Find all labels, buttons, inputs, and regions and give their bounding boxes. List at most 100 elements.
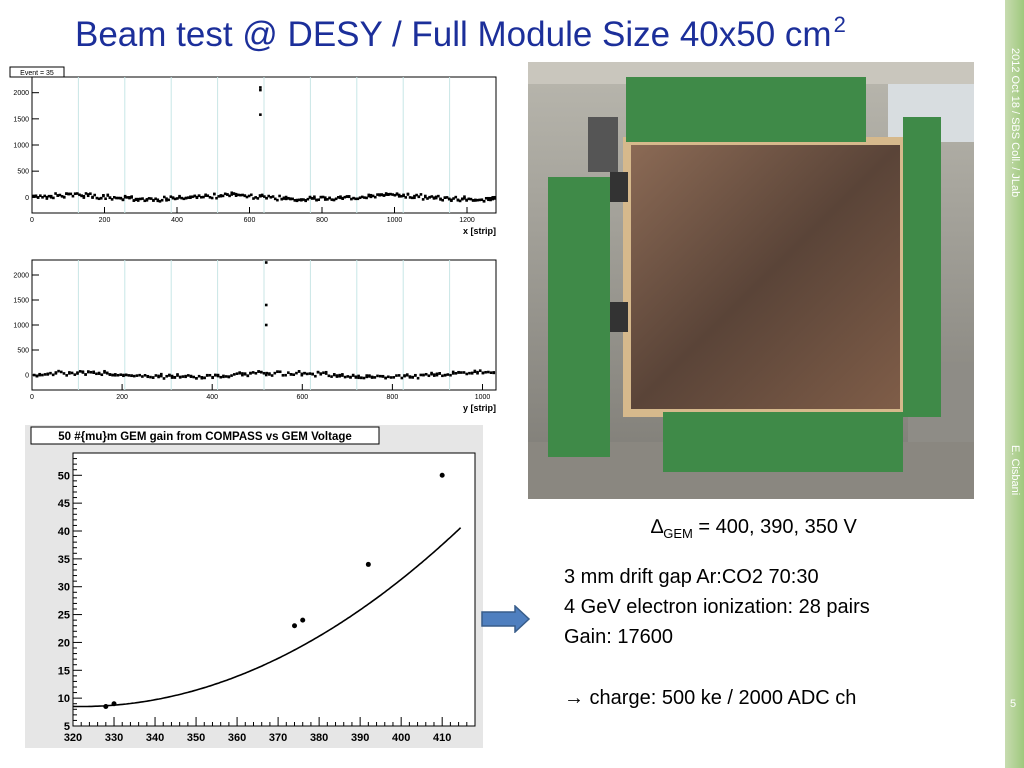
spike-point: [259, 86, 262, 89]
block-arrow-icon: [481, 605, 531, 633]
data-point: [232, 192, 236, 196]
data-point: [189, 375, 193, 378]
plot-frame: [72, 452, 476, 727]
data-point: [141, 197, 144, 200]
data-point: [445, 196, 449, 199]
data-point: [154, 374, 158, 377]
data-point: [387, 375, 390, 379]
data-point: [491, 196, 495, 199]
data-point: [176, 374, 179, 377]
data-point: [232, 373, 236, 376]
data-point: [367, 194, 371, 198]
data-point: [313, 195, 316, 199]
data-point: [352, 196, 355, 200]
data-point: [473, 369, 477, 373]
data-point: [413, 194, 416, 198]
y-tick-label: 0: [25, 195, 29, 202]
x-tick-label: 200: [99, 217, 111, 224]
data-point: [322, 371, 325, 375]
data-point: [80, 194, 83, 198]
data-point: [491, 197, 495, 201]
data-point: [334, 197, 338, 201]
note-drift-gap: 3 mm drift gap Ar:CO2 70:30: [564, 566, 819, 588]
data-point: [432, 373, 436, 376]
data-point: [465, 372, 469, 376]
data-point: [468, 371, 471, 375]
data-point: [260, 193, 264, 197]
data-point: [324, 372, 328, 375]
data-point: [435, 373, 439, 377]
data-point: [489, 196, 492, 200]
data-point: [224, 375, 228, 378]
data-point: [419, 373, 423, 377]
data-point: [135, 374, 139, 377]
data-point: [414, 373, 417, 377]
data-point: [465, 198, 468, 202]
data-point: [346, 375, 350, 378]
y-tick-label: 40: [58, 526, 70, 538]
slide-title: Beam test @ DESY / Full Module Size 40x5…: [75, 12, 846, 55]
data-point: [405, 373, 409, 376]
data-point: [380, 193, 384, 197]
data-point: [487, 196, 490, 200]
data-point: [384, 192, 388, 195]
data-point: [159, 372, 163, 376]
data-point: [357, 376, 360, 380]
data-point: [343, 195, 347, 199]
data-point: [200, 376, 204, 379]
data-point: [154, 197, 157, 201]
data-point: [354, 376, 358, 379]
data-point: [170, 374, 174, 378]
data-point: [376, 374, 379, 378]
data-point: [82, 194, 86, 198]
sidebar-credit: 2012 Oct 18 / SBS Coll. / JLab: [1009, 48, 1021, 198]
data-point: [393, 193, 397, 197]
data-point: [117, 196, 120, 200]
note-ionization: 4 GeV electron ionization: 28 pairs: [564, 596, 870, 618]
data-point: [470, 372, 474, 375]
data-point: [306, 197, 310, 201]
y-tick-label: 15: [58, 665, 70, 677]
data-point: [424, 372, 428, 376]
data-point: [223, 192, 227, 196]
data-point: [195, 377, 198, 380]
data-point: [317, 198, 321, 201]
data-point: [57, 369, 60, 373]
data-point: [310, 196, 314, 200]
data-point: [178, 194, 181, 198]
data-point: [221, 194, 225, 198]
y-tick-label: 0: [25, 373, 29, 380]
data-point: [36, 196, 40, 199]
data-point: [130, 196, 133, 199]
data-point: [378, 193, 381, 196]
data-point: [422, 373, 425, 377]
data-point: [489, 198, 492, 202]
data-point: [478, 198, 481, 202]
data-point: [81, 371, 85, 374]
data-point: [115, 196, 118, 200]
x-tick-label: 340: [146, 732, 164, 744]
data-point: [262, 371, 266, 375]
data-point: [259, 370, 263, 374]
data-point: [171, 196, 175, 200]
data-point: [447, 197, 451, 201]
data-point: [441, 198, 445, 202]
data-point: [427, 374, 431, 378]
data-point: [43, 373, 47, 376]
data-point: [315, 198, 318, 202]
data-point: [357, 374, 360, 378]
data-point: [321, 195, 325, 199]
data-point: [230, 191, 234, 195]
data-point: [454, 195, 458, 199]
data-point: [127, 374, 131, 377]
data-point: [271, 195, 275, 198]
delta-gem-line: ∆GEM = 400, 390, 350 V: [651, 512, 857, 549]
data-point: [313, 197, 316, 200]
data-point: [149, 375, 152, 379]
data-point: [123, 194, 127, 198]
data-point: [34, 194, 38, 198]
data-point: [434, 195, 438, 199]
data-point: [316, 370, 320, 374]
data-point: [265, 371, 269, 375]
data-point: [471, 199, 475, 202]
